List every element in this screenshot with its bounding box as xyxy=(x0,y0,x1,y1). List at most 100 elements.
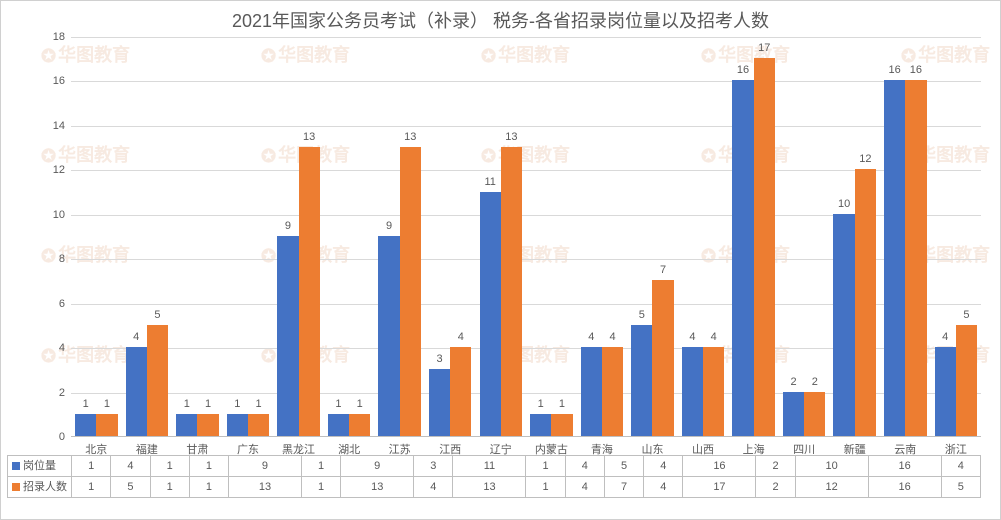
plot-area: 1145111191311913341113114457441617221012… xyxy=(71,37,981,437)
y-tick-label: 18 xyxy=(5,31,65,43)
x-category-label: 云南 xyxy=(880,437,931,457)
bar-value-label: 1 xyxy=(176,398,197,410)
bar-value-label: 16 xyxy=(884,64,905,76)
x-category-label: 黑龙江 xyxy=(273,437,324,457)
table-row: 岗位量1411919311145416210164 xyxy=(8,456,981,477)
y-tick-label: 4 xyxy=(5,342,65,354)
legend-label: 岗位量 xyxy=(23,460,56,472)
bar-value-label: 13 xyxy=(501,131,522,143)
x-category-label: 江苏 xyxy=(374,437,425,457)
table-cell: 16 xyxy=(868,456,941,477)
bar-value-label: 4 xyxy=(703,331,724,343)
y-tick-label: 8 xyxy=(5,253,65,265)
table-cell: 1 xyxy=(189,477,228,498)
chart-container: ✪华图教育✪华图教育✪华图教育✪华图教育✪华图教育✪华图教育✪华图教育✪华图教育… xyxy=(0,0,1001,520)
table-cell: 1 xyxy=(72,456,111,477)
bar-positions: 16 xyxy=(884,80,905,436)
bar-people: 1 xyxy=(349,414,370,436)
category-group: 11 xyxy=(223,37,274,436)
category-group: 11 xyxy=(71,37,122,436)
category-group: 11 xyxy=(324,37,375,436)
bar-value-label: 4 xyxy=(602,331,623,343)
bar-positions: 4 xyxy=(682,347,703,436)
bar-value-label: 12 xyxy=(855,153,876,165)
table-cell: 5 xyxy=(111,477,150,498)
bar-positions: 2 xyxy=(783,392,804,436)
table-cell: 1 xyxy=(301,456,340,477)
bar-positions: 9 xyxy=(277,236,298,436)
table-row: 招录人数151113113413147417212165 xyxy=(8,477,981,498)
category-group: 34 xyxy=(425,37,476,436)
bar-value-label: 17 xyxy=(754,42,775,54)
category-group: 1617 xyxy=(728,37,779,436)
bar-people: 17 xyxy=(754,58,775,436)
legend-label: 招录人数 xyxy=(23,481,67,493)
table-cell: 5 xyxy=(604,456,643,477)
legend-positions: 岗位量 xyxy=(8,456,72,477)
category-group: 22 xyxy=(779,37,830,436)
bar-value-label: 4 xyxy=(581,331,602,343)
bar-value-label: 13 xyxy=(299,131,320,143)
bar-value-label: 7 xyxy=(652,264,673,276)
table-cell: 4 xyxy=(111,456,150,477)
category-group: 1012 xyxy=(829,37,880,436)
y-tick-label: 2 xyxy=(5,387,65,399)
table-cell: 1 xyxy=(301,477,340,498)
bar-value-label: 1 xyxy=(248,398,269,410)
table-cell: 1 xyxy=(72,477,111,498)
bar-value-label: 10 xyxy=(833,198,854,210)
bar-value-label: 4 xyxy=(682,331,703,343)
category-group: 45 xyxy=(122,37,173,436)
bar-positions: 1 xyxy=(328,414,349,436)
category-group: 57 xyxy=(627,37,678,436)
bar-value-label: 9 xyxy=(277,220,298,232)
bar-positions: 3 xyxy=(429,369,450,436)
x-category-label: 上海 xyxy=(728,437,779,457)
x-category-label: 山西 xyxy=(678,437,729,457)
x-category-label: 四川 xyxy=(779,437,830,457)
bar-value-label: 1 xyxy=(551,398,572,410)
table-cell: 4 xyxy=(565,456,604,477)
bar-value-label: 1 xyxy=(197,398,218,410)
bar-people: 13 xyxy=(400,147,421,436)
bar-positions: 1 xyxy=(227,414,248,436)
category-group: 44 xyxy=(678,37,729,436)
x-category-label: 广东 xyxy=(223,437,274,457)
bar-positions: 1 xyxy=(530,414,551,436)
table-cell: 13 xyxy=(453,477,526,498)
x-category-label: 湖北 xyxy=(324,437,375,457)
bar-value-label: 4 xyxy=(935,331,956,343)
bar-people: 1 xyxy=(248,414,269,436)
x-axis: 北京福建甘肃广东黑龙江湖北江苏江西辽宁内蒙古青海山东山西上海四川新疆云南浙江 xyxy=(71,437,981,457)
bar-people: 12 xyxy=(855,169,876,436)
x-category-label: 浙江 xyxy=(931,437,982,457)
bar-positions: 1 xyxy=(176,414,197,436)
table-cell: 11 xyxy=(453,456,526,477)
x-category-label: 山东 xyxy=(627,437,678,457)
bar-value-label: 5 xyxy=(631,309,652,321)
bar-value-label: 1 xyxy=(227,398,248,410)
category-group: 1616 xyxy=(880,37,931,436)
legend-swatch xyxy=(12,462,20,470)
bar-positions: 4 xyxy=(935,347,956,436)
table-cell: 1 xyxy=(150,477,189,498)
table-cell: 4 xyxy=(644,456,683,477)
bar-people: 1 xyxy=(96,414,117,436)
table-cell: 1 xyxy=(189,456,228,477)
y-tick-label: 0 xyxy=(5,431,65,443)
category-group: 11 xyxy=(172,37,223,436)
bar-people: 4 xyxy=(703,347,724,436)
bar-value-label: 13 xyxy=(400,131,421,143)
bar-value-label: 5 xyxy=(147,309,168,321)
table-cell: 1 xyxy=(526,456,565,477)
bar-value-label: 1 xyxy=(328,398,349,410)
table-cell: 4 xyxy=(941,456,980,477)
y-tick-label: 16 xyxy=(5,75,65,87)
table-cell: 16 xyxy=(683,456,756,477)
legend-swatch xyxy=(12,483,20,491)
bar-people: 2 xyxy=(804,392,825,436)
table-cell: 17 xyxy=(683,477,756,498)
bar-positions: 16 xyxy=(732,80,753,436)
bar-value-label: 2 xyxy=(804,376,825,388)
table-cell: 1 xyxy=(150,456,189,477)
